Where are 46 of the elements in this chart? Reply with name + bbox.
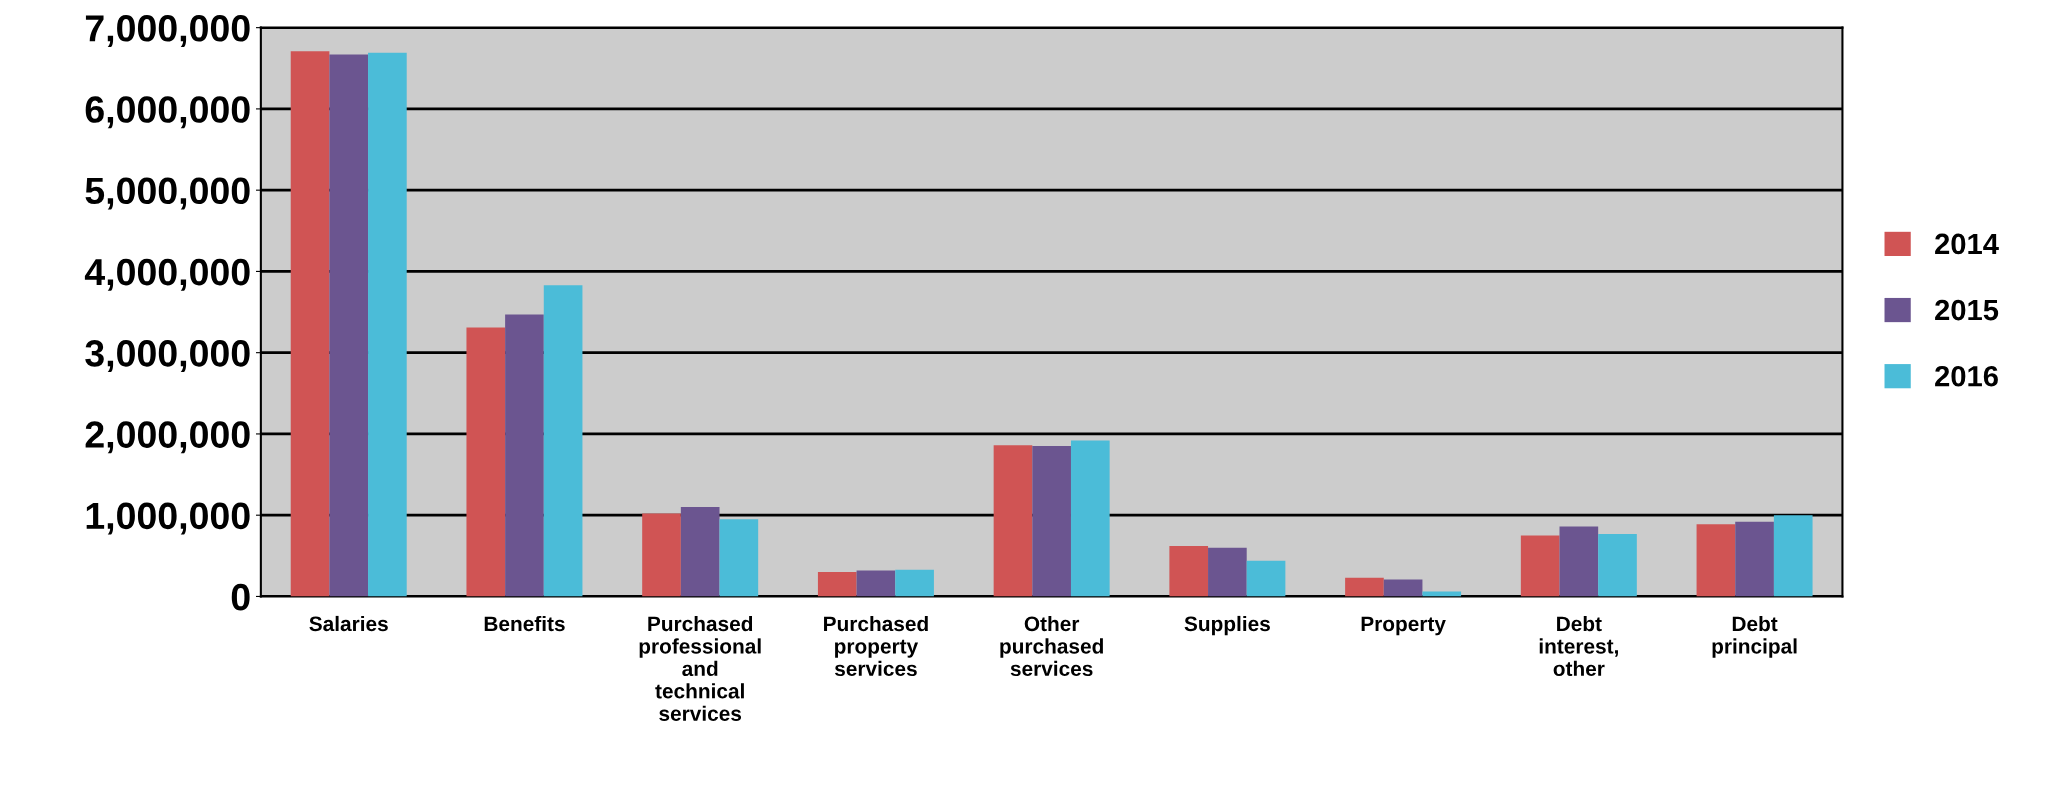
bar: [1169, 546, 1209, 597]
bar: [1598, 533, 1637, 597]
bar: [680, 507, 720, 597]
y-tick-label: 6,000,000: [85, 96, 250, 129]
bar: [1208, 547, 1247, 597]
bar: [642, 513, 681, 597]
bar: [719, 519, 759, 597]
legend-label: 2015: [1935, 299, 1999, 321]
y-tick-label: 7,000,000: [85, 15, 250, 48]
bar: [466, 327, 506, 597]
bar: [1032, 446, 1071, 597]
legend-label: 2016: [1935, 365, 1998, 387]
bar: [1696, 524, 1736, 597]
x-tick-label: Purchased professional and technical services: [639, 615, 761, 721]
bar: [895, 569, 934, 597]
y-tick-label: 3,000,000: [85, 340, 250, 373]
y-tick-label: 5,000,000: [85, 177, 250, 210]
bar: [993, 445, 1033, 597]
y-tick-label: 0: [231, 583, 250, 611]
x-tick-label: Salaries: [309, 615, 388, 632]
x-tick-label: Benefits: [484, 615, 565, 632]
bar: [1246, 560, 1286, 597]
bar: [505, 314, 544, 597]
x-tick-label: Debt principal: [1712, 615, 1797, 658]
bar: [1345, 577, 1384, 597]
y-tick-label: 4,000,000: [84, 258, 250, 291]
x-tick-label: Property: [1361, 616, 1446, 636]
bar: [1773, 515, 1813, 597]
bar: [1070, 440, 1110, 597]
bar: [329, 54, 369, 597]
bar: [1735, 521, 1774, 597]
legend-label: 2014: [1935, 233, 1999, 255]
bar: [1520, 535, 1560, 597]
x-tick-label: Purchased property services: [824, 615, 928, 677]
y-tick-label: 2,000,000: [85, 421, 250, 454]
y-tick-label: 1,000,000: [86, 502, 250, 535]
bar: [368, 52, 407, 597]
x-tick-label: Debt interest, other: [1539, 615, 1618, 677]
x-tick-label: Other purchased services: [1000, 615, 1103, 677]
bar: [290, 51, 330, 597]
bar: [1559, 526, 1599, 597]
bar: [856, 570, 896, 597]
bar: [817, 572, 857, 597]
bar: [1383, 579, 1423, 597]
x-tick-label: Supplies: [1184, 615, 1270, 636]
bar: [543, 285, 583, 597]
